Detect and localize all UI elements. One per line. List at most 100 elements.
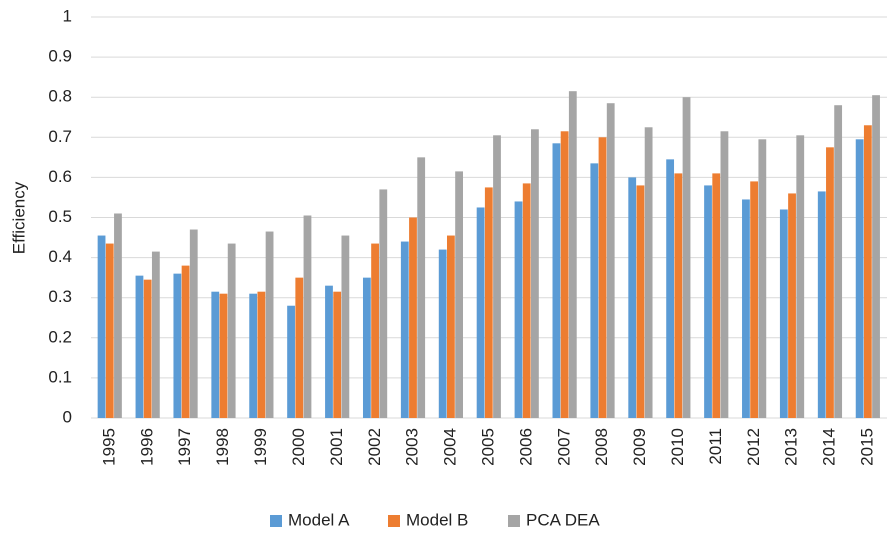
y-tick-label: 0.9 [48, 47, 72, 66]
x-tick-label: 2014 [820, 428, 839, 466]
bar [598, 137, 607, 419]
bar [265, 231, 274, 418]
x-tick-label: 2011 [706, 428, 725, 465]
bar [682, 97, 691, 418]
x-tick-label: 1996 [137, 428, 156, 466]
bar [855, 139, 864, 418]
bar [417, 157, 426, 418]
bar [742, 199, 750, 418]
bar [644, 127, 653, 419]
x-tick-label: 2005 [478, 428, 497, 466]
bar [590, 163, 599, 418]
x-tick-label: 2010 [668, 428, 687, 466]
x-tick-label: 2009 [630, 428, 649, 466]
x-tick-label: 1999 [251, 428, 270, 466]
bar [303, 215, 312, 418]
y-tick-label: 1 [63, 6, 72, 25]
legend-label: Model B [406, 510, 468, 529]
bar [227, 243, 236, 418]
bar [779, 209, 788, 418]
bar [455, 171, 463, 418]
bar [826, 147, 834, 418]
bar [151, 251, 160, 418]
legend-swatch [508, 515, 520, 527]
bar [493, 135, 501, 419]
x-tick-label: 2001 [327, 428, 346, 466]
bar [552, 143, 561, 418]
bar [817, 191, 826, 418]
bar [674, 173, 683, 418]
x-tick-label: 2008 [592, 428, 611, 466]
bar [143, 279, 152, 418]
x-tick-label: 2015 [858, 428, 877, 466]
x-tick-label: 2002 [365, 428, 384, 466]
legend-swatch [270, 515, 282, 527]
bar [476, 207, 485, 418]
bar [636, 185, 645, 418]
bar [341, 235, 350, 418]
bar [484, 187, 493, 418]
bar [409, 217, 417, 418]
y-tick-label: 0.7 [48, 127, 72, 146]
legend-swatch [388, 515, 400, 527]
bar [135, 275, 144, 418]
y-tick-label: 0.5 [48, 207, 72, 226]
y-tick-label: 0.2 [48, 327, 72, 346]
bar [446, 235, 455, 418]
bar [750, 181, 759, 418]
bar [514, 201, 523, 418]
bar [379, 189, 388, 418]
x-tick-label: 2013 [782, 428, 801, 466]
bar [758, 139, 767, 418]
bar [796, 135, 805, 419]
bar [872, 95, 880, 418]
bar [333, 291, 342, 418]
x-tick-label: 1995 [99, 428, 118, 466]
x-tick-label: 2007 [554, 428, 573, 466]
y-tick-label: 0.8 [48, 87, 72, 106]
y-tick-label: 0.3 [48, 287, 72, 306]
bar [181, 265, 190, 418]
x-tick-label: 2004 [441, 428, 460, 466]
x-tick-label: 2000 [289, 428, 308, 466]
bar [362, 277, 371, 418]
bar [325, 285, 333, 418]
bar [788, 193, 796, 418]
bar [249, 293, 258, 418]
x-tick-label: 1998 [213, 428, 232, 466]
bar [522, 183, 531, 418]
bar [863, 125, 872, 419]
bar [712, 173, 721, 418]
bar [628, 177, 637, 418]
bar [400, 241, 409, 418]
bar [219, 293, 228, 418]
bar [834, 105, 843, 418]
bar [257, 291, 266, 418]
bar [287, 305, 295, 418]
x-tick-label: 2006 [516, 428, 535, 466]
y-tick-label: 0.4 [48, 247, 72, 266]
bar [666, 159, 675, 419]
bar [560, 131, 569, 418]
bar [97, 235, 106, 418]
bar [704, 185, 712, 418]
bar [568, 91, 577, 418]
bar [173, 273, 182, 418]
y-tick-label: 0 [63, 407, 72, 426]
bar [295, 277, 304, 418]
x-tick-label: 1997 [175, 428, 194, 466]
y-tick-label: 0.6 [48, 167, 72, 186]
legend-label: Model A [288, 510, 350, 529]
y-tick-label: 0.1 [48, 367, 72, 386]
bar [606, 103, 615, 418]
bar [105, 243, 114, 418]
x-tick-label: 2012 [744, 428, 763, 466]
x-tick-label: 2003 [403, 428, 422, 466]
bar [114, 213, 122, 418]
bar [189, 229, 198, 418]
bar [438, 249, 447, 418]
legend-label: PCA DEA [526, 510, 600, 529]
bar [211, 291, 220, 418]
y-axis-label: Efficiency [9, 181, 28, 254]
